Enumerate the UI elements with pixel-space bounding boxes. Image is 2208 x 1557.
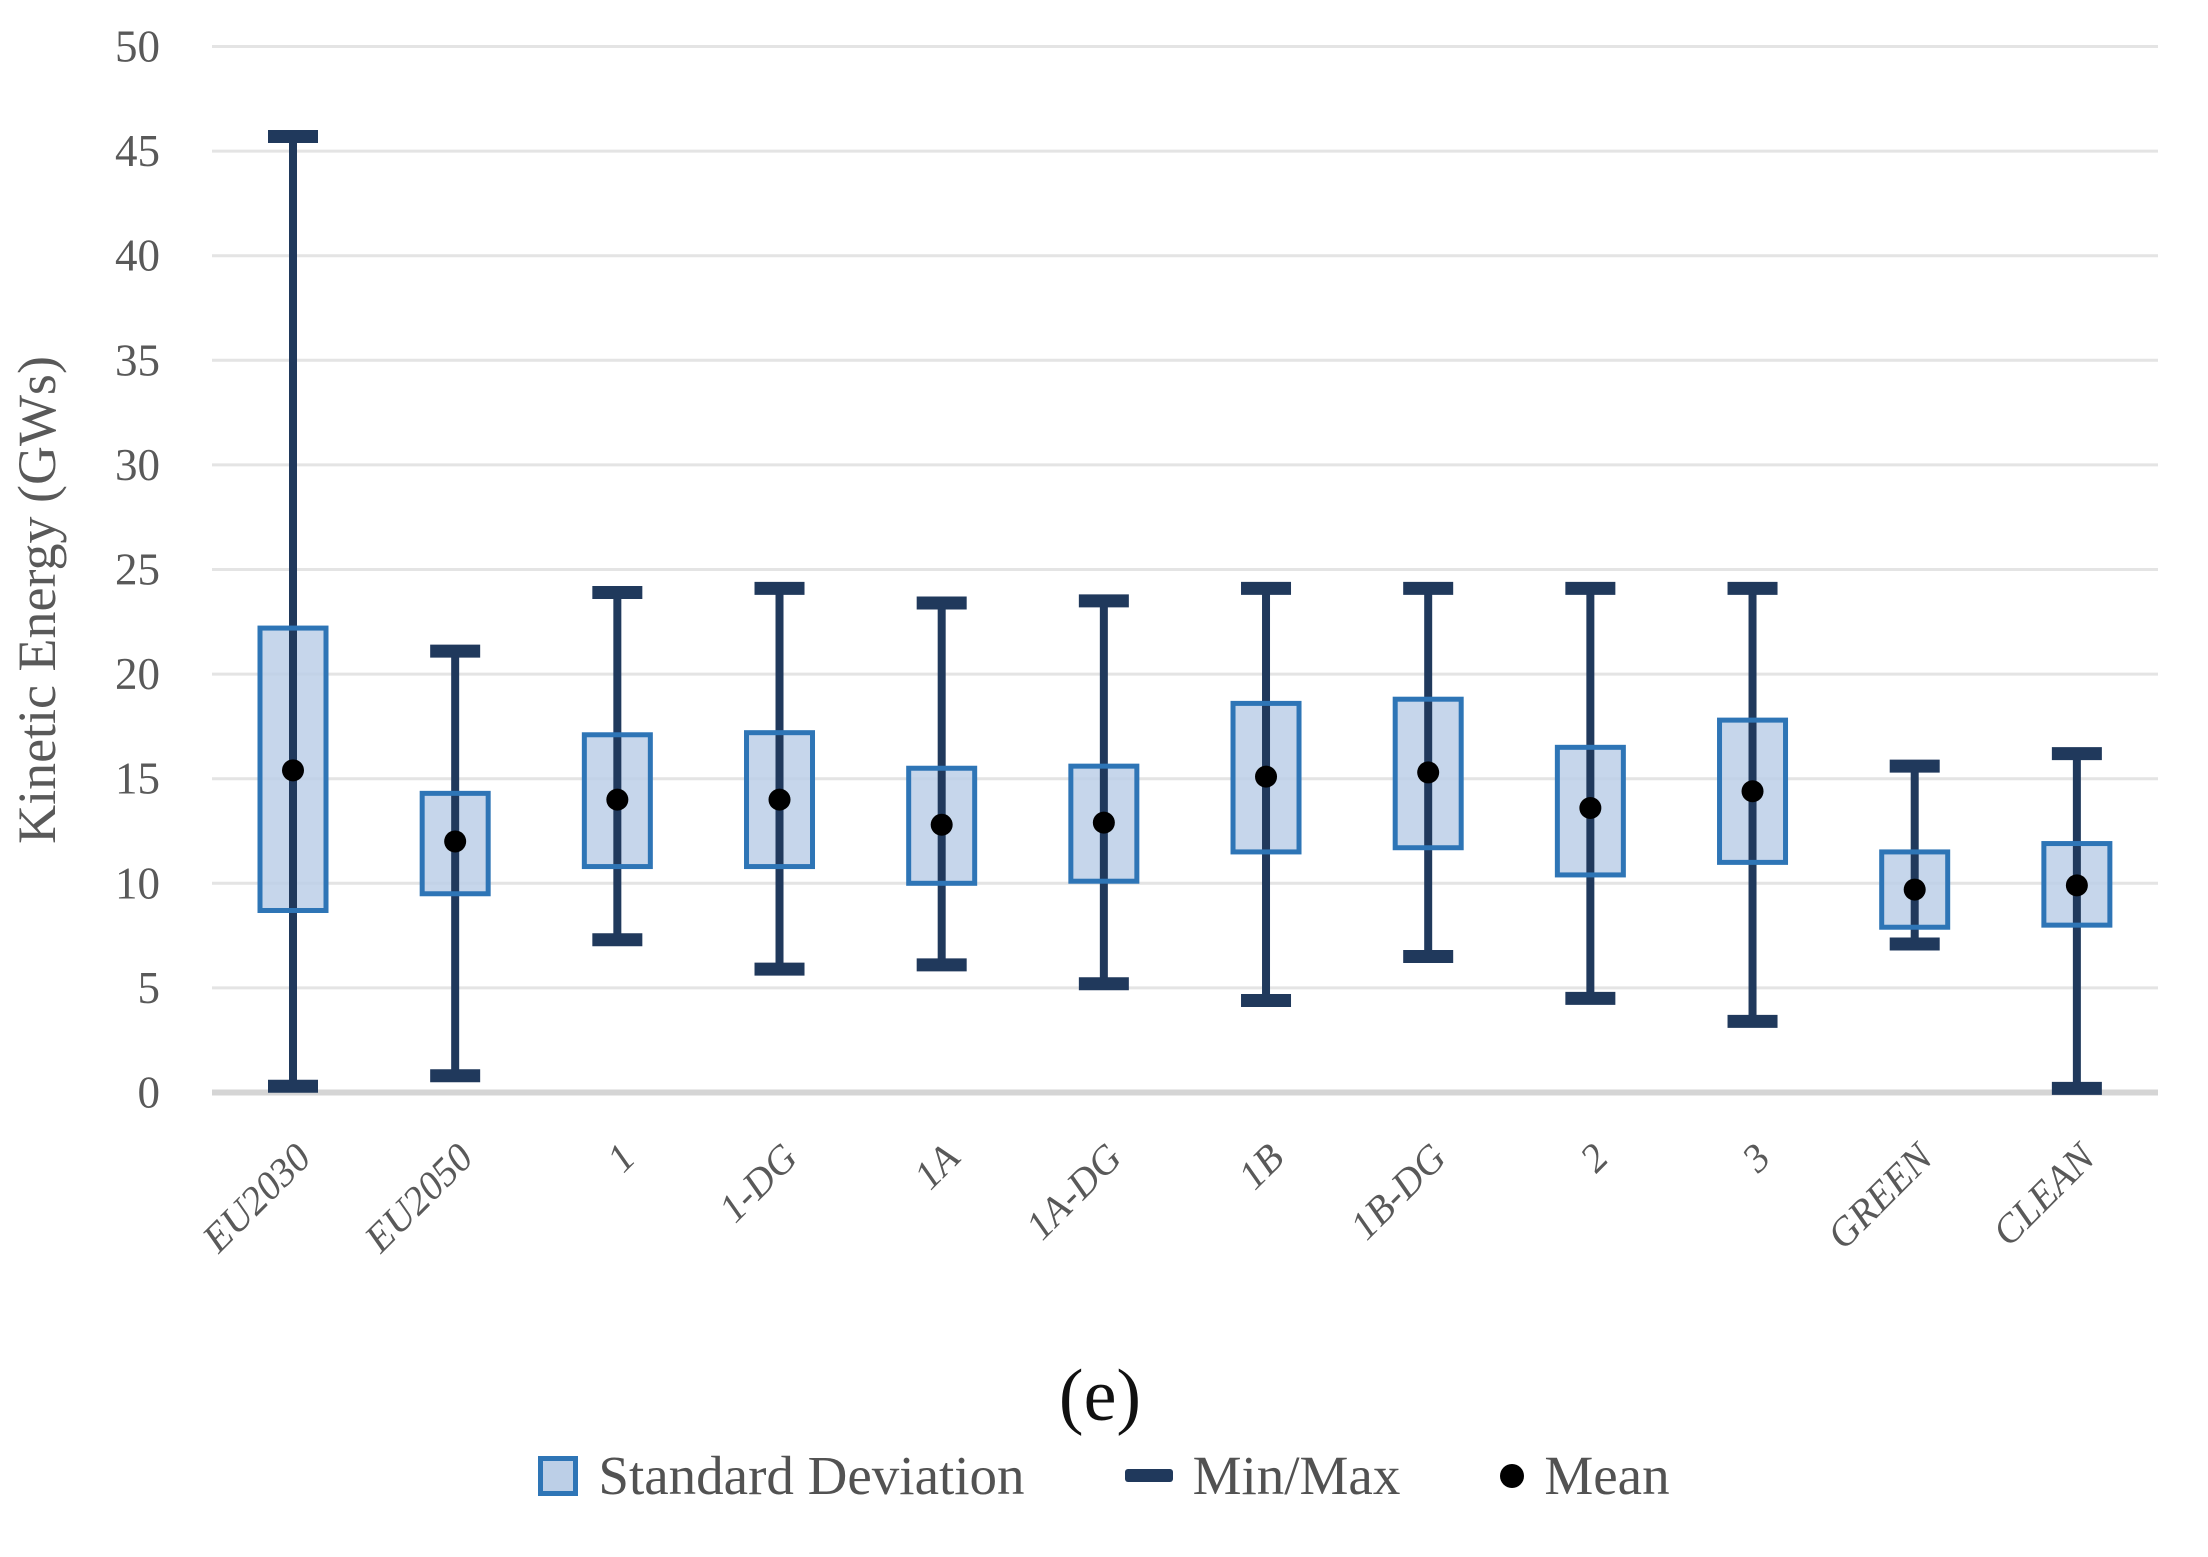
x-axis-category-labels: EU2030 EU2050 1 1-DG 1A 1A-DG 1B 1B-DG 2 3 GREEN CL… [193, 1133, 2105, 1261]
x-category-label: GREEN [1818, 1133, 1943, 1258]
x-category-label: EU2050 [355, 1135, 482, 1262]
y-tick-label: 10 [115, 858, 160, 908]
y-tick-label: 50 [115, 22, 160, 72]
legend-item-mean: Mean [1500, 1445, 1670, 1506]
figure-caption: (e) [1059, 1355, 1141, 1437]
x-category-label: 1B [1229, 1135, 1292, 1198]
x-category-label: 1B-DG [1341, 1134, 1455, 1248]
std-deviation-box-border [581, 732, 653, 870]
mean-dot [606, 788, 629, 811]
gridlines [212, 45, 2158, 1096]
mean-dot-icon [1500, 1463, 1525, 1488]
y-tick-label: 25 [115, 545, 160, 595]
mean-dot [282, 759, 304, 782]
std-deviation-box-border [1068, 763, 1140, 884]
mean-dot [1579, 796, 1602, 819]
y-axis-title: Kinetic Energy (GWs) [7, 356, 67, 844]
std-deviation-box-border [906, 765, 978, 886]
y-tick-label: 20 [115, 649, 160, 699]
mean-dot [768, 788, 791, 811]
std-deviation-box-border [1879, 849, 1951, 930]
mean-dot [1255, 765, 1278, 788]
y-tick-label: 15 [115, 754, 160, 804]
std-deviation-box-border [1717, 717, 1789, 865]
y-tick-label: 45 [115, 126, 160, 176]
x-category-label: 1A [905, 1134, 969, 1198]
y-tick-label: 0 [138, 1068, 161, 1118]
mean-dot [444, 830, 467, 853]
std-deviation-box-border [1392, 696, 1464, 851]
mean-dot [2065, 874, 2088, 897]
y-tick-label: 30 [115, 440, 160, 490]
std-deviation-box-border [744, 730, 816, 870]
x-category-label: 1-DG [710, 1134, 806, 1230]
legend-item-standard-deviation: Standard Deviation [538, 1445, 1025, 1506]
legend-label-minmax: Min/Max [1192, 1445, 1401, 1506]
mean-dot [1092, 811, 1115, 834]
std-deviation-box-border [1230, 700, 1302, 855]
y-axis-tick-labels: 0 5 10 15 20 25 30 35 40 45 50 [115, 22, 160, 1118]
mean-dot [1741, 780, 1764, 803]
standard-deviation-swatch-icon [538, 1455, 579, 1496]
x-category-label: 2 [1571, 1135, 1617, 1181]
mean-dot [930, 813, 953, 836]
minmax-dash-icon [1124, 1469, 1173, 1482]
x-category-label: 3 [1732, 1135, 1779, 1182]
std-deviation-box-border [1554, 744, 1626, 878]
y-tick-label: 5 [138, 963, 161, 1013]
plot-marks [257, 129, 2113, 1095]
y-tick-label: 35 [115, 335, 160, 385]
x-category-label: 1 [598, 1135, 644, 1181]
mean-dot [1417, 761, 1440, 784]
legend-item-minmax: Min/Max [1124, 1445, 1401, 1506]
legend-label-mean: Mean [1544, 1445, 1670, 1506]
mean-dot [1903, 878, 1926, 901]
std-deviation-box-border [257, 625, 329, 913]
y-tick-label: 40 [115, 231, 160, 281]
x-category-label: EU2030 [193, 1135, 320, 1262]
x-category-label: CLEAN [1983, 1133, 2104, 1254]
legend-label-standard-deviation: Standard Deviation [598, 1445, 1025, 1506]
std-deviation-box-border [2041, 841, 2113, 928]
std-deviation-box-border [419, 790, 491, 897]
x-category-label: 1A-DG [1017, 1134, 1131, 1248]
chart-legend: Standard Deviation Min/Max Mean [0, 1448, 2208, 1503]
